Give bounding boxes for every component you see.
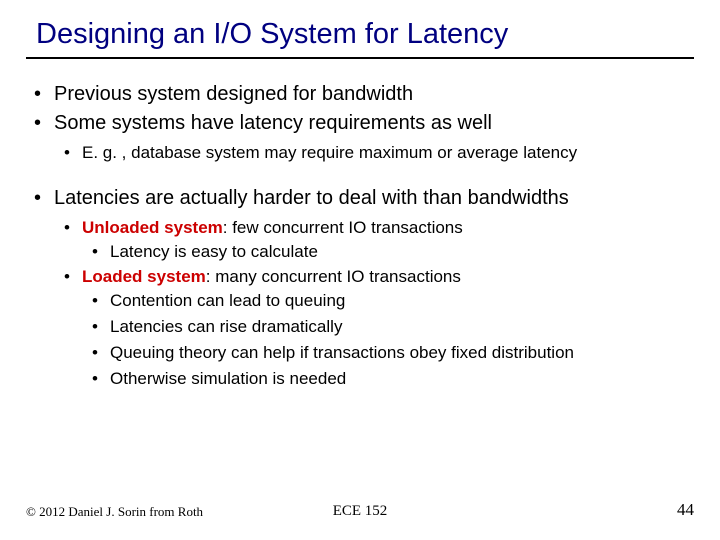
bullet-item: Loaded system: many concurrent IO transa… (54, 265, 694, 390)
copyright: © 2012 Daniel J. Sorin from Roth (26, 504, 203, 520)
bullet-item: Some systems have latency requirements a… (26, 110, 694, 165)
bullet-item: Unloaded system: few concurrent IO trans… (54, 216, 694, 264)
bullet-item: Latencies can rise dramatically (82, 315, 694, 339)
bullet-item: Contention can lead to queuing (82, 289, 694, 313)
term-unloaded: Unloaded system (82, 218, 223, 237)
bullet-text: : few concurrent IO transactions (223, 218, 463, 237)
bullet-text: Some systems have latency requirements a… (54, 112, 492, 134)
page-number: 44 (677, 500, 694, 520)
slide-title: Designing an I/O System for Latency (26, 18, 694, 59)
bullet-item: Queuing theory can help if transactions … (82, 341, 694, 365)
bullet-item: Latencies are actually harder to deal wi… (26, 185, 694, 391)
bullet-item: Latency is easy to calculate (82, 240, 694, 264)
bullet-text: : many concurrent IO transactions (206, 267, 461, 286)
bullet-list: Previous system designed for bandwidth S… (26, 81, 694, 165)
bullet-item: E. g. , database system may require maxi… (54, 141, 694, 165)
slide: Designing an I/O System for Latency Prev… (0, 0, 720, 540)
term-loaded: Loaded system (82, 267, 206, 286)
bullet-text: Latencies are actually harder to deal wi… (54, 187, 569, 209)
bullet-item: Otherwise simulation is needed (82, 367, 694, 391)
footer: © 2012 Daniel J. Sorin from Roth ECE 152… (0, 500, 720, 520)
course-code: ECE 152 (333, 503, 388, 520)
bullet-list: Latencies are actually harder to deal wi… (26, 185, 694, 391)
bullet-item: Previous system designed for bandwidth (26, 81, 694, 108)
